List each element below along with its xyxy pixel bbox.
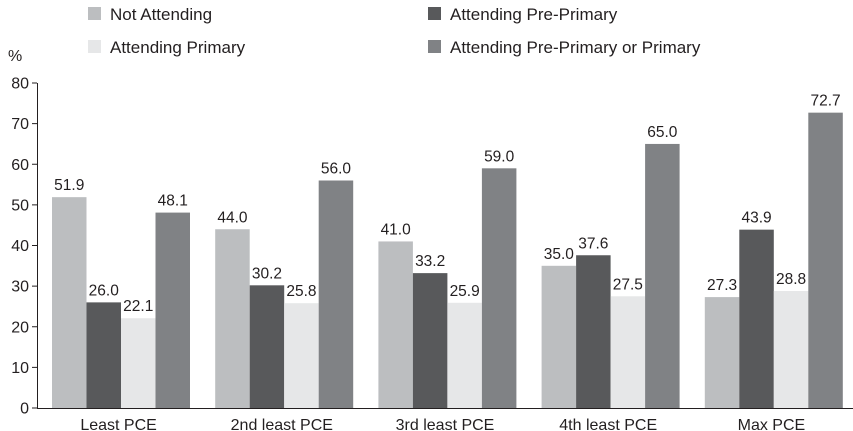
bar-attending-primary-least-pce	[121, 318, 156, 408]
data-label-attending-pre-primary-or-primary-2nd-least-pce: 56.0	[321, 161, 352, 178]
data-label-not-attending-3rd-least-pce: 41.0	[381, 221, 412, 238]
data-labels: 51.9 26.022.1 48.1 44.0 30.225.8 56.0 41.033.2…	[54, 93, 840, 316]
bar-not-attending-least-pce	[52, 197, 87, 408]
bar-not-attending-max-pce	[704, 297, 740, 408]
bar-attending-primary-2nd-least-pce	[284, 303, 319, 408]
y-axis-unit-label: %	[8, 48, 22, 65]
y-tick-label: 70	[11, 116, 29, 133]
bar-attending-pre-primary-max-pce	[739, 229, 774, 408]
data-label-attending-primary-3rd-least-pce: 25.9	[450, 283, 480, 300]
bar-attending-primary-max-pce	[773, 291, 809, 408]
bar-attending-pre-primary-least-pce	[86, 302, 121, 408]
data-label-not-attending-max-pce: 27.3	[707, 277, 737, 294]
bar-attending-pre-primary-4th-least-pce	[576, 255, 611, 408]
data-label-not-attending-2nd-least-pce: 44.0	[217, 209, 248, 226]
bar-attending-pre-primary-or-primary-max-pce	[808, 112, 843, 408]
bars	[52, 112, 843, 408]
data-label-attending-pre-primary-max-pce: 43.9	[741, 210, 771, 227]
data-label-attending-pre-primary-or-primary-3rd-least-pce: 59.0	[484, 148, 515, 165]
bar-not-attending-2nd-least-pce	[215, 229, 250, 408]
bar-attending-pre-primary-or-primary-3rd-least-pce	[481, 168, 517, 408]
legend-swatch-attending-pre-primary-or-primary	[428, 40, 441, 53]
x-category-label-4th-least-pce: 4th least PCE	[559, 417, 657, 431]
y-tick-label: 0	[20, 401, 29, 418]
legend: Not Attending Attending Pre-Primary Attend…	[88, 5, 701, 57]
data-label-attending-primary-max-pce: 28.8	[776, 271, 806, 288]
y-tick-label: 80	[11, 76, 29, 93]
data-label-not-attending-least-pce: 51.9	[54, 177, 84, 194]
data-label-attending-primary-2nd-least-pce: 25.8	[286, 283, 316, 300]
data-label-attending-pre-primary-or-primary-max-pce: 72.7	[810, 93, 840, 110]
data-label-not-attending-4th-least-pce: 35.0	[544, 246, 575, 263]
legend-label-not-attending: Not Attending	[110, 5, 212, 24]
bar-attending-pre-primary-3rd-least-pce	[412, 273, 448, 408]
y-tick-label: 40	[11, 238, 29, 255]
data-label-attending-pre-primary-4th-least-pce: 37.6	[578, 235, 608, 252]
y-axis: 0 10 20 30 40 50 60 70 80	[11, 76, 38, 418]
bar-not-attending-3rd-least-pce	[378, 241, 413, 408]
legend-label-attending-pre-primary-or-primary: Attending Pre-Primary or Primary	[450, 38, 701, 57]
legend-label-attending-pre-primary: Attending Pre-Primary	[450, 5, 618, 24]
x-axis: Least PCE 2nd least PCE 3rd least PCE 4th l…	[37, 408, 853, 431]
y-tick-label: 30	[11, 279, 29, 296]
bar-attending-pre-primary-2nd-least-pce	[249, 285, 285, 408]
y-tick-label: 10	[11, 360, 29, 377]
data-label-attending-pre-primary-least-pce: 26.0	[89, 282, 120, 299]
bar-attending-pre-primary-or-primary-4th-least-pce	[645, 143, 680, 408]
bar-attending-pre-primary-or-primary-2nd-least-pce	[318, 180, 354, 408]
data-label-attending-pre-primary-3rd-least-pce: 33.2	[415, 253, 445, 270]
data-label-attending-primary-least-pce: 22.1	[123, 298, 153, 315]
x-category-label-2nd-least-pce: 2nd least PCE	[231, 417, 333, 431]
bar-attending-primary-4th-least-pce	[610, 296, 646, 408]
x-category-label-3rd-least-pce: 3rd least PCE	[396, 417, 495, 431]
x-category-label-max-pce: Max PCE	[738, 417, 806, 431]
y-tick-label: 20	[11, 319, 29, 336]
bar-not-attending-4th-least-pce	[541, 265, 577, 408]
y-tick-label: 60	[11, 157, 29, 174]
legend-swatch-attending-pre-primary	[428, 7, 441, 20]
y-tick-label: 50	[11, 197, 29, 214]
data-label-attending-pre-primary-or-primary-4th-least-pce: 65.0	[647, 124, 678, 141]
data-label-attending-pre-primary-or-primary-least-pce: 48.1	[158, 193, 188, 210]
legend-swatch-not-attending	[88, 7, 101, 20]
bar-attending-pre-primary-or-primary-least-pce	[155, 212, 190, 408]
data-label-attending-pre-primary-2nd-least-pce: 30.2	[252, 265, 282, 282]
data-label-attending-primary-4th-least-pce: 27.5	[613, 276, 643, 293]
legend-label-attending-primary: Attending Primary	[110, 38, 246, 57]
x-category-label-least-pce: Least PCE	[80, 417, 156, 431]
legend-swatch-attending-primary	[88, 40, 101, 53]
bar-attending-primary-3rd-least-pce	[447, 302, 482, 408]
